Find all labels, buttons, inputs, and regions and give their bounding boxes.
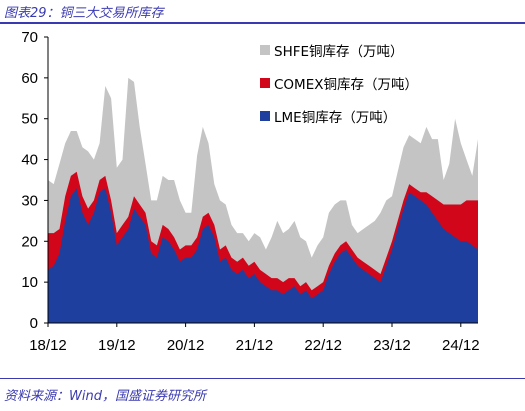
- lme-legend-label: LME铜库存（万吨）: [274, 110, 396, 126]
- x-tick-label: 23/12: [373, 337, 411, 354]
- bottom-rule: [0, 378, 525, 379]
- y-tick-label: 40: [21, 152, 38, 169]
- y-tick-labels: 0 10 20 30 40 50 60 70: [21, 29, 38, 332]
- axes: [44, 36, 478, 327]
- y-tick-label: 30: [21, 192, 38, 209]
- area-layers: [48, 77, 478, 324]
- x-tick-label: 20/12: [167, 337, 205, 354]
- legend: SHFE铜库存（万吨） COMEX铜库存（万吨） LME铜库存（万吨）: [260, 44, 418, 126]
- top-rule: [0, 22, 525, 24]
- x-tick-label: 18/12: [29, 337, 67, 354]
- y-tick-label: 50: [21, 111, 38, 128]
- y-tick-label: 0: [30, 315, 38, 332]
- figure-title: 图表29：铜三大交易所库存: [4, 6, 164, 21]
- x-tick-label: 21/12: [236, 337, 274, 354]
- lme-legend-swatch: [260, 111, 270, 121]
- x-tick-label: 22/12: [304, 337, 342, 354]
- y-tick-label: 60: [21, 70, 38, 87]
- y-tick-label: 70: [21, 29, 38, 46]
- comex-legend-label: COMEX铜库存（万吨）: [274, 77, 418, 93]
- lme-area: [48, 188, 478, 323]
- x-tick-labels: 18/12 19/12 20/12 21/12 22/12 23/12 24/12: [29, 337, 479, 354]
- shfe-legend-label: SHFE铜库存（万吨）: [274, 44, 404, 60]
- figure-source: 资料来源：Wind，国盛证券研究所: [4, 389, 206, 404]
- y-tick-label: 20: [21, 233, 38, 250]
- y-tick-label: 10: [21, 274, 38, 291]
- x-tick-label: 24/12: [442, 337, 480, 354]
- chart: 0 10 20 30 40 50 60 70 18/12 19/12 20/12 21/12 22/1…: [21, 29, 479, 354]
- comex-legend-swatch: [260, 78, 270, 88]
- x-tick-label: 19/12: [98, 337, 136, 354]
- shfe-legend-swatch: [260, 45, 270, 55]
